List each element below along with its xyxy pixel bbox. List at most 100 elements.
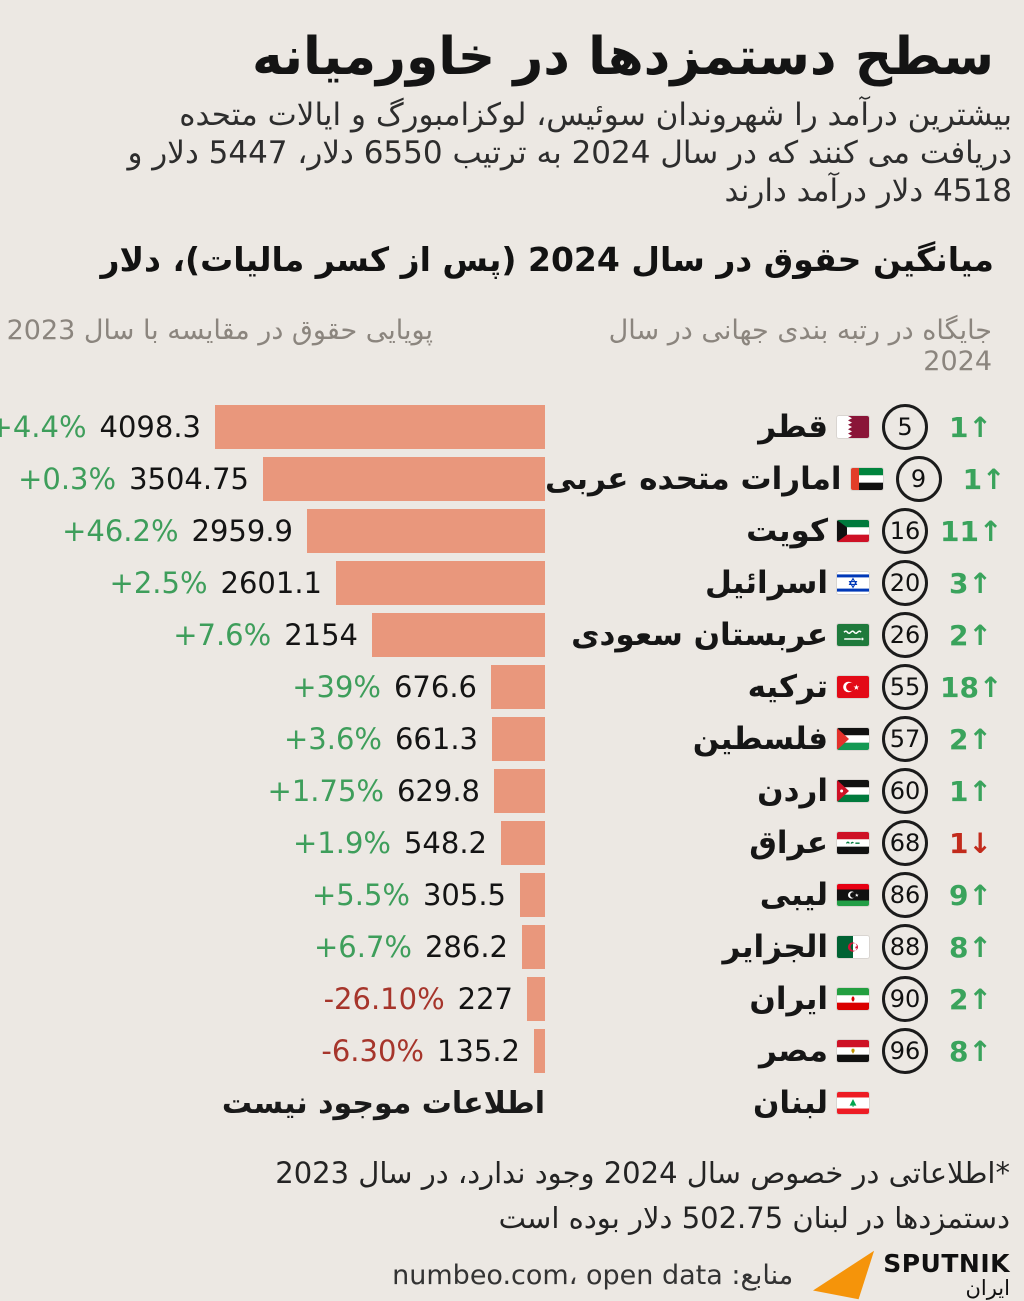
sputnik-arrow-icon [813,1251,875,1300]
rank-change: 2↑ [949,982,992,1016]
chart-cell: +39% 676.6 [0,665,545,710]
flag-palestine-icon [837,728,869,751]
salary-value-label: 2959.9 [191,514,293,549]
country-cell: امارات متحده عربی 9 1↑ [545,456,1024,503]
chart-cell: +3.6% 661.3 [0,717,545,762]
salary-bar [520,873,545,918]
table-row: +4.4% 4098.3 قطر 5 1↑ [0,401,1024,453]
rank-change: 2↑ [949,722,992,756]
page-title: سطح دستمزدها در خاورمیانه [252,27,994,87]
flag-qatar-icon [837,416,869,439]
country-cell: ایران 90 2↑ [545,976,1024,1023]
country-name: لیبی [759,877,828,914]
table-row: +2.5% 2601.1 اسرائیل 20 3↑ [0,557,1024,609]
source-row: منابع: numbeo.com، open data SPUTNIK ایر… [0,1249,1024,1301]
country-name: عراق [749,825,828,862]
rank-value: 57 [889,725,921,754]
rank-change: 9↑ [949,878,992,912]
subtitle-line-1: بیشترین درآمد را شهروندان سوئیس، لوکزامب… [179,97,1012,134]
salary-bar [522,925,545,970]
salary-bar [527,977,545,1022]
rank-circle: 9 [895,456,942,503]
chart-cell: -6.30% 135.2 [0,1029,545,1074]
chart-cell: -26.10% 227 [0,977,545,1022]
rank-change: 11↑ [940,514,1003,548]
salary-value-label: 3504.75 [129,462,249,497]
table-row: +1.75% 629.8 اردن 60 1↑ [0,765,1024,817]
flag-iran-icon [837,988,869,1011]
salary-bar [372,613,545,658]
salary-bar [501,821,545,866]
column-headers: پویایی حقوق در مقایسه با سال 2023 جایگاه… [0,315,1024,377]
subtitle-line-3: 4518 دلار درآمد دارند [724,173,1012,210]
bar-chart: +4.4% 4098.3 قطر 5 1↑ +0.3% 3504.75 امارات متحد… [0,401,1024,1129]
chart-cell: +4.4% 4098.3 [0,405,545,450]
rank-value: 5 [897,413,913,442]
salary-value-label: 661.3 [394,722,478,757]
rank-circle: 16 [882,508,928,555]
rank-value: 88 [889,933,921,962]
rank-circle: 20 [882,560,928,607]
rank-value: 68 [889,829,921,858]
country-cell: عربستان سعودی 26 2↑ [545,612,1024,659]
country-name: ترکیه [747,669,828,706]
footnote: *اطلاعاتی در خصوص سال 2024 وجود ندارد، د… [0,1151,1024,1241]
salary-value-label: 4098.3 [99,410,201,445]
rank-value: 86 [889,881,921,910]
rank-value: 90 [889,985,921,1014]
rank-circle: 86 [882,872,928,919]
footnote-line-2: دستمزدها در لبنان 502.75 دلار بوده است [498,1201,1010,1236]
country-name: الجزایر [722,929,828,966]
country-cell: قطر 5 1↑ [545,404,1024,451]
table-row: +1.9% 548.2 عراق 68 1↓ [0,817,1024,869]
country-name: کویت [746,513,828,550]
chart-title: میانگین حقوق در سال 2024 (پس از کسر مالی… [100,240,994,280]
salary-value-label: 2154 [284,618,358,653]
country-cell: عراق 68 1↓ [545,820,1024,867]
salary-value-label: 227 [457,982,513,1017]
salary-bar [215,405,545,450]
rank-circle: 90 [882,976,928,1023]
flag-jordan-icon [837,780,869,803]
chart-cell: +1.9% 548.2 [0,821,545,866]
chart-cell: +1.75% 629.8 [0,769,545,814]
table-row: +0.3% 3504.75 امارات متحده عربی 9 1↑ [0,453,1024,505]
flag-kuwait-icon [837,520,869,543]
pct-change-label: +4.4% [0,410,87,445]
flag-libya-icon [837,884,869,907]
chart-cell: +46.2% 2959.9 [0,509,545,554]
country-cell: الجزایر 88 8↑ [545,924,1024,971]
subtitle-line-2: دریافت می کنند که در سال 2024 به ترتیب 6… [127,135,1012,172]
table-row: +3.6% 661.3 فلسطین 57 2↑ [0,713,1024,765]
rank-circle: 60 [882,768,928,815]
rank-value: 60 [889,777,921,806]
country-name: فلسطین [692,721,828,758]
rank-circle: 26 [882,612,928,659]
country-cell: لبنان [545,1080,1024,1126]
flag-algeria-icon [837,936,869,959]
chart-cell: اطلاعات موجود نیست [0,1086,545,1121]
rank-circle: 5 [882,404,928,451]
country-cell: ترکیه 55 18↑ [545,664,1024,711]
pct-change-label: +2.5% [109,566,208,601]
salary-bar [492,717,545,762]
salary-value-label: 305.5 [422,878,506,913]
salary-bar [491,665,545,710]
country-cell: فلسطین 57 2↑ [545,716,1024,763]
salary-bar [534,1029,545,1074]
flag-saudi-icon [837,624,869,647]
rank-circle: 96 [882,1028,928,1075]
pct-change-label: +6.7% [313,930,412,965]
rank-change: 2↑ [949,618,992,652]
table-row: اطلاعات موجود نیست لبنان [0,1077,1024,1129]
pct-change-label: +1.9% [292,826,391,861]
pct-change-label: +5.5% [311,878,410,913]
country-cell: اسرائیل 20 3↑ [545,560,1024,607]
table-row: -26.10% 227 ایران 90 2↑ [0,973,1024,1025]
flag-uae-icon [850,468,883,491]
flag-lebanon-icon [837,1092,869,1115]
rank-value: 96 [889,1037,921,1066]
chart-cell: +0.3% 3504.75 [0,457,545,502]
country-name: اسرائیل [705,565,828,602]
rank-change: 18↑ [940,670,1003,704]
